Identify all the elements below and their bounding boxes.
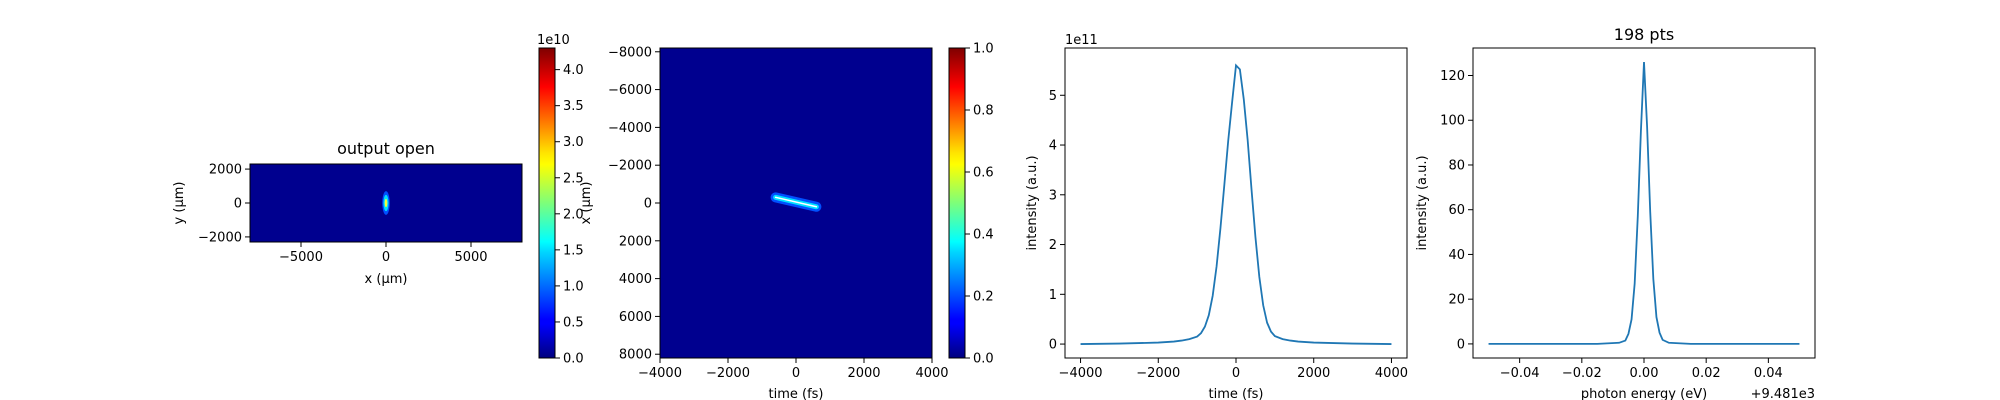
panel1-xlabel: x (μm) (365, 272, 408, 287)
panel4-xtick: 0.04 (1754, 366, 1783, 381)
panel4-ytick: 40 (1448, 248, 1465, 263)
panel3-ytick: 1 (1049, 288, 1057, 303)
panel3-xtick: −2000 (1136, 366, 1180, 381)
panel3-ytick: 5 (1049, 89, 1057, 104)
panel4-ytick: 0 (1457, 337, 1465, 352)
panel3-xtick: 4000 (1375, 366, 1408, 381)
panel4-ytick: 120 (1440, 69, 1465, 84)
panel2-ytick: −8000 (608, 45, 652, 60)
panel1-colorbar-tick: 3.0 (563, 135, 584, 150)
panel4-ylabel: intensity (a.u.) (1415, 155, 1430, 250)
panel1-colorbar-tick: 3.5 (563, 99, 584, 114)
panel1-ytick: −2000 (198, 230, 242, 245)
panel4-xtick: −0.04 (1500, 366, 1540, 381)
panel2-colorbar-tick: 0.0 (973, 352, 994, 367)
panel2-ytick: 8000 (619, 348, 652, 363)
panel2-xtick: −4000 (638, 366, 682, 381)
panel1-colorbar-tick: 0.0 (563, 352, 584, 367)
panel1-xtick: 5000 (454, 250, 487, 265)
panel2-ytick: −4000 (608, 121, 652, 136)
panel3-xtick: 2000 (1297, 366, 1330, 381)
panel1-colorbar-offset: 1e10 (537, 33, 570, 48)
panel2-colorbar-tick: 0.8 (973, 104, 994, 119)
panel3-xlabel: time (fs) (1209, 387, 1264, 400)
panel1-hotspot-core (384, 198, 388, 208)
panel1-xtick: −5000 (279, 250, 323, 265)
panel2-colorbar-ticks: 0.0 0.2 0.4 0.6 0.8 1.0 (965, 42, 994, 367)
panel2-streak-core (774, 196, 818, 208)
panel4-ytick: 20 (1448, 293, 1465, 308)
panel1-ytick: 0 (234, 197, 242, 212)
panel2-ytick: −2000 (608, 159, 652, 174)
panel2-x-ticks: −4000 −2000 0 2000 4000 (638, 358, 949, 381)
panel2-colorbar-tick: 0.6 (973, 166, 994, 181)
panel2-xtick: 4000 (915, 366, 948, 381)
panel2-xlabel: time (fs) (769, 387, 824, 400)
panel3-ytick: 2 (1049, 238, 1057, 253)
panel2-ylabel: x (μm) (579, 182, 594, 225)
panel2-ytick: 6000 (619, 310, 652, 325)
panel2-y-ticks: −8000 −6000 −4000 −2000 0 2000 4000 6000 8000 (608, 45, 660, 363)
panel1-colorbar-tick: 0.5 (563, 315, 584, 330)
panel1-xtick: 0 (382, 250, 390, 265)
panel3-ytick: 4 (1049, 139, 1057, 154)
panel2-streak (770, 192, 822, 212)
panel1-x-ticks: −5000 0 5000 (279, 242, 488, 265)
panel1-colorbar-tick: 1.5 (563, 243, 584, 258)
panel-time-x-heatmap: −4000 −2000 0 2000 4000 −8000 −6000 −4000 −2000… (579, 42, 994, 400)
panel4-xlabel: photon energy (eV) (1581, 387, 1707, 400)
panel2-ytick: 4000 (619, 272, 652, 287)
panel2-ytick: −6000 (608, 83, 652, 98)
panel-intensity-time: −4000 −2000 0 2000 4000 0 1 2 3 4 5 1e11 time (fs… (1025, 33, 1408, 400)
panel2-ytick: 0 (644, 197, 652, 212)
panel1-colorbar-tick: 4.0 (563, 63, 584, 78)
panel4-xtick: 0.02 (1692, 366, 1721, 381)
panel4-ytick: 80 (1448, 158, 1465, 173)
panel3-y-ticks: 0 1 2 3 4 5 (1049, 89, 1065, 353)
panel2-colorbar-tick: 0.2 (973, 290, 994, 305)
panel4-frame (1472, 47, 1816, 359)
panel2-xtick: 0 (792, 366, 800, 381)
panel2-xtick: −2000 (706, 366, 750, 381)
panel4-ytick: 100 (1440, 114, 1465, 129)
panel1-title: output open (337, 139, 435, 158)
panel3-ytick: 0 (1049, 338, 1057, 353)
panel4-y-ticks: 0 20 40 60 80 100 120 (1440, 69, 1473, 352)
panel4-title: 198 pts (1614, 25, 1674, 44)
panel1-hotspot (382, 191, 390, 215)
panel1-colorbar-tick: 2.0 (563, 207, 584, 222)
panel1-colorbar-ticks: 0.0 0.5 1.0 1.5 2.0 2.5 3.0 3.5 4.0 (555, 63, 584, 367)
panel1-colorbar (538, 47, 556, 359)
panel4-xtick: 0.00 (1630, 366, 1659, 381)
panel4-ytick: 60 (1448, 203, 1465, 218)
panel3-xtick: −4000 (1059, 366, 1103, 381)
panel2-colorbar (948, 47, 966, 359)
panel3-x-ticks: −4000 −2000 0 2000 4000 (1059, 358, 1408, 381)
panel-spectrum: 198 pts −0.04 −0.02 0.00 0.02 0.04 0 20 40 60 80… (1415, 25, 1816, 400)
panel2-xtick: 2000 (847, 366, 880, 381)
panel4-series-line (1488, 62, 1800, 345)
panel1-colorbar-tick: 1.0 (563, 279, 584, 294)
panel2-colorbar-tick: 0.4 (973, 228, 994, 243)
panel3-offset-text: 1e11 (1065, 33, 1098, 48)
panel1-ytick: 2000 (209, 163, 242, 178)
panel3-ylabel: intensity (a.u.) (1025, 155, 1040, 250)
panel4-offset-text: +9.481e3 (1751, 387, 1815, 400)
panel1-colorbar-tick: 2.5 (563, 171, 584, 186)
panel3-series-line (1080, 63, 1392, 345)
panel3-xtick: 0 (1232, 366, 1240, 381)
panel3-ytick: 3 (1049, 188, 1057, 203)
panel2-ytick: 2000 (619, 234, 652, 249)
panel2-colorbar-tick: 1.0 (973, 42, 994, 57)
panel1-y-ticks: −2000 0 2000 (198, 163, 250, 245)
panel4-x-ticks: −0.04 −0.02 0.00 0.02 0.04 (1500, 358, 1783, 381)
panel3-frame (1064, 47, 1408, 359)
panel-output-open: output open −5000 0 5000 −2000 0 2000 x (μm)… (172, 33, 584, 367)
panel1-ylabel: y (μm) (172, 182, 187, 225)
panel4-xtick: −0.02 (1562, 366, 1602, 381)
